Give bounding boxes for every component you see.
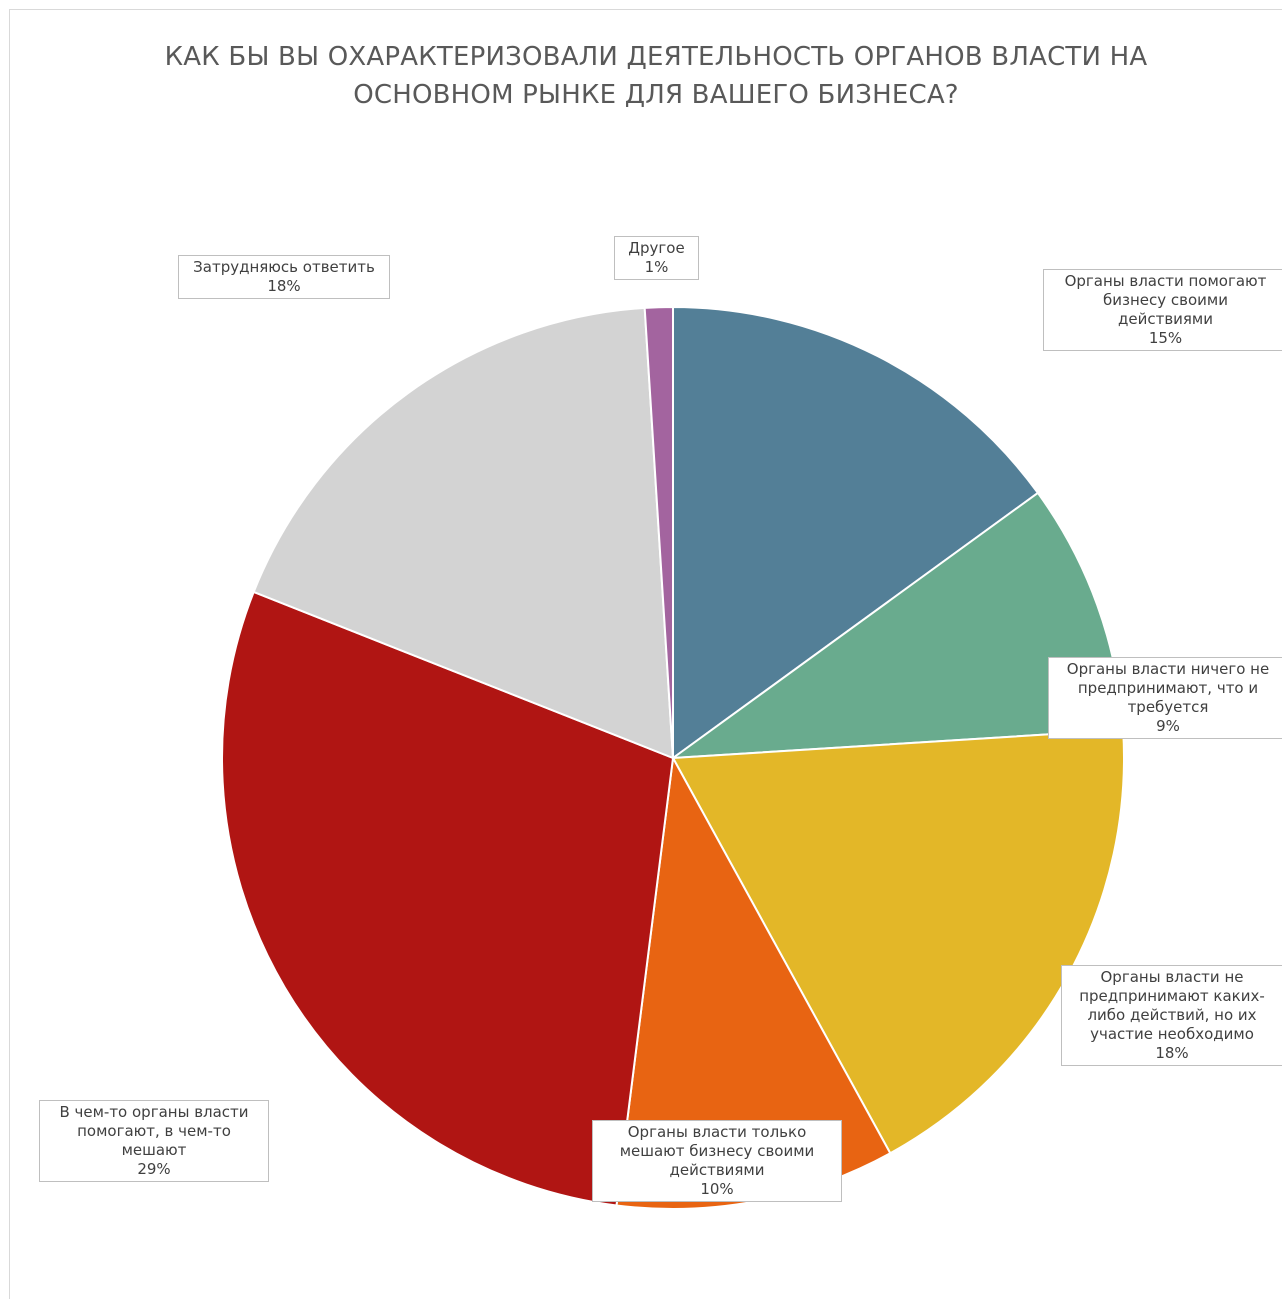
data-label-category: мешают (121, 1141, 187, 1159)
chart-frame (9, 9, 1282, 1299)
data-label-category: действиями (1117, 310, 1213, 328)
pie-slice[interactable] (643, 306, 674, 759)
data-label-value: 10% (700, 1180, 734, 1198)
chart-title-line: ОСНОВНОМ РЫНКЕ ДЛЯ ВАШЕГО БИЗНЕСА? (353, 80, 959, 110)
chart-title-line: КАК БЫ ВЫ ОХАРАКТЕРИЗОВАЛИ ДЕЯТЕЛЬНОСТЬ … (164, 42, 1148, 72)
data-label-category: помогают, в чем-то (77, 1122, 231, 1140)
pie-slice[interactable] (221, 590, 674, 1207)
data-label-value: 18% (267, 277, 301, 295)
data-label-category: действиями (669, 1161, 765, 1179)
data-label: Другое 1% (614, 236, 699, 280)
data-label: Органы власти ничего не предпринимают, чт… (1048, 657, 1282, 739)
data-label-category: Органы власти не (1100, 968, 1244, 986)
data-label-value: 18% (1155, 1044, 1189, 1062)
data-label-category: предпринимают каких- (1079, 987, 1265, 1005)
data-label: Затрудняюсь ответить 18% (178, 255, 390, 299)
data-label: Органы власти помогают бизнесу своими дейс… (1043, 269, 1282, 351)
data-label-category: либо действий, но их (1087, 1006, 1257, 1024)
data-label-category: Органы власти помогают (1064, 272, 1267, 290)
data-label-category: требуется (1127, 698, 1209, 716)
data-label-category: мешают бизнесу своими (619, 1142, 815, 1160)
data-label: Органы власти только мешают бизнесу своим… (592, 1120, 842, 1202)
data-label-category: предпринимают, что и (1077, 679, 1259, 697)
data-label-category: Другое (628, 239, 685, 257)
data-label-category: В чем-то органы власти (59, 1103, 249, 1121)
data-label-value: 9% (1156, 717, 1180, 735)
data-label-category: Органы власти только (627, 1123, 807, 1141)
data-label-value: 1% (644, 258, 669, 276)
pie-slice[interactable] (672, 306, 1039, 759)
data-label-category: бизнесу своими (1103, 291, 1228, 309)
data-label-category: участие необходимо (1090, 1025, 1254, 1043)
pie-slice[interactable] (252, 306, 674, 759)
data-label-category: Органы власти ничего не (1066, 660, 1270, 678)
data-label: В чем-то органы власти помогают, в чем-то… (39, 1100, 269, 1182)
data-label-category: Затрудняюсь ответить (193, 258, 375, 276)
data-label-value: 29% (137, 1160, 171, 1178)
data-label-value: 15% (1148, 329, 1183, 347)
data-label: Органы власти не предпринимают каких-либо… (1061, 965, 1282, 1066)
chart-title: КАК БЫ ВЫ ОХАРАКТЕРИЗОВАЛИ ДЕЯТЕЛЬНОСТЬ … (0, 38, 1282, 114)
